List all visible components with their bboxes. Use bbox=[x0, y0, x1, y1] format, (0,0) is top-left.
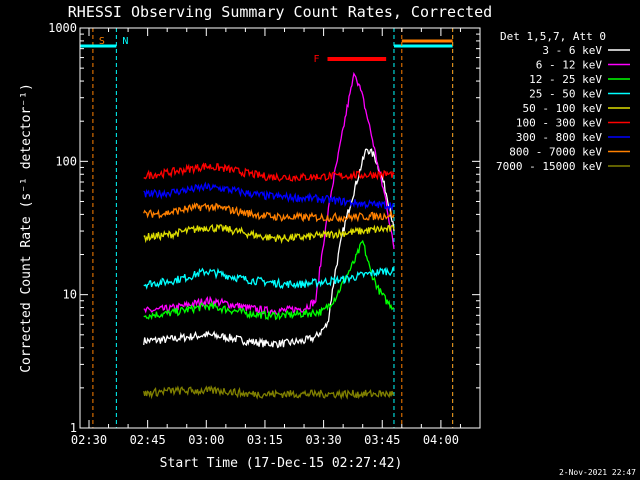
x-tick-label: 04:00 bbox=[423, 433, 459, 447]
x-tick-label: 03:00 bbox=[188, 433, 224, 447]
chart-title: RHESSI Observing Summary Count Rates, Co… bbox=[68, 3, 492, 21]
y-tick-label: 100 bbox=[55, 154, 77, 168]
series-line bbox=[143, 201, 395, 223]
plot-area: S N F bbox=[79, 28, 454, 428]
axes: 1 10 100 1000 02:30 02:45 03:00 03:15 03:30 03:45… bbox=[48, 21, 481, 447]
x-axis-label: Start Time (17-Dec-15 02:27:42) bbox=[160, 456, 403, 471]
series-line bbox=[143, 239, 395, 321]
x-tick-label: 03:15 bbox=[247, 433, 283, 447]
legend-label: 300 - 800 keV bbox=[516, 131, 602, 144]
series-line bbox=[143, 223, 395, 245]
legend-label: 50 - 100 keV bbox=[523, 102, 603, 115]
legend-label: 12 - 25 keV bbox=[529, 73, 602, 86]
series-line bbox=[143, 266, 395, 290]
x-tick-label: 03:45 bbox=[364, 433, 400, 447]
y-tick-label: 10 bbox=[63, 288, 77, 302]
series-line bbox=[143, 181, 395, 212]
legend-label: 800 - 7000 keV bbox=[509, 146, 602, 159]
series-line bbox=[143, 148, 395, 349]
annotation-label: S bbox=[99, 36, 105, 47]
series-line bbox=[143, 385, 395, 401]
x-tick-label: 02:30 bbox=[71, 433, 107, 447]
legend-label: 25 - 50 keV bbox=[529, 88, 602, 101]
legend-label: 3 - 6 keV bbox=[542, 44, 602, 57]
legend-title: Det 1,5,7, Att 0 bbox=[500, 30, 606, 43]
y-tick-label: 1000 bbox=[48, 21, 77, 35]
series-line bbox=[143, 162, 395, 183]
y-tick-label: 1 bbox=[70, 421, 77, 435]
y-axis-label: Corrected Count Rate (s⁻¹ detector⁻¹) bbox=[19, 83, 34, 373]
legend-label: 100 - 300 keV bbox=[516, 117, 602, 130]
annotation-label: N bbox=[122, 36, 128, 47]
footer-date: 2-Nov-2021 22:47 bbox=[559, 468, 636, 477]
annotation-label: F bbox=[314, 54, 320, 65]
x-tick-label: 02:45 bbox=[130, 433, 166, 447]
legend-label: 7000 - 15000 keV bbox=[496, 160, 602, 173]
legend-label: 6 - 12 keV bbox=[536, 59, 603, 72]
axes-frame bbox=[79, 27, 481, 429]
x-tick-label: 03:30 bbox=[306, 433, 342, 447]
